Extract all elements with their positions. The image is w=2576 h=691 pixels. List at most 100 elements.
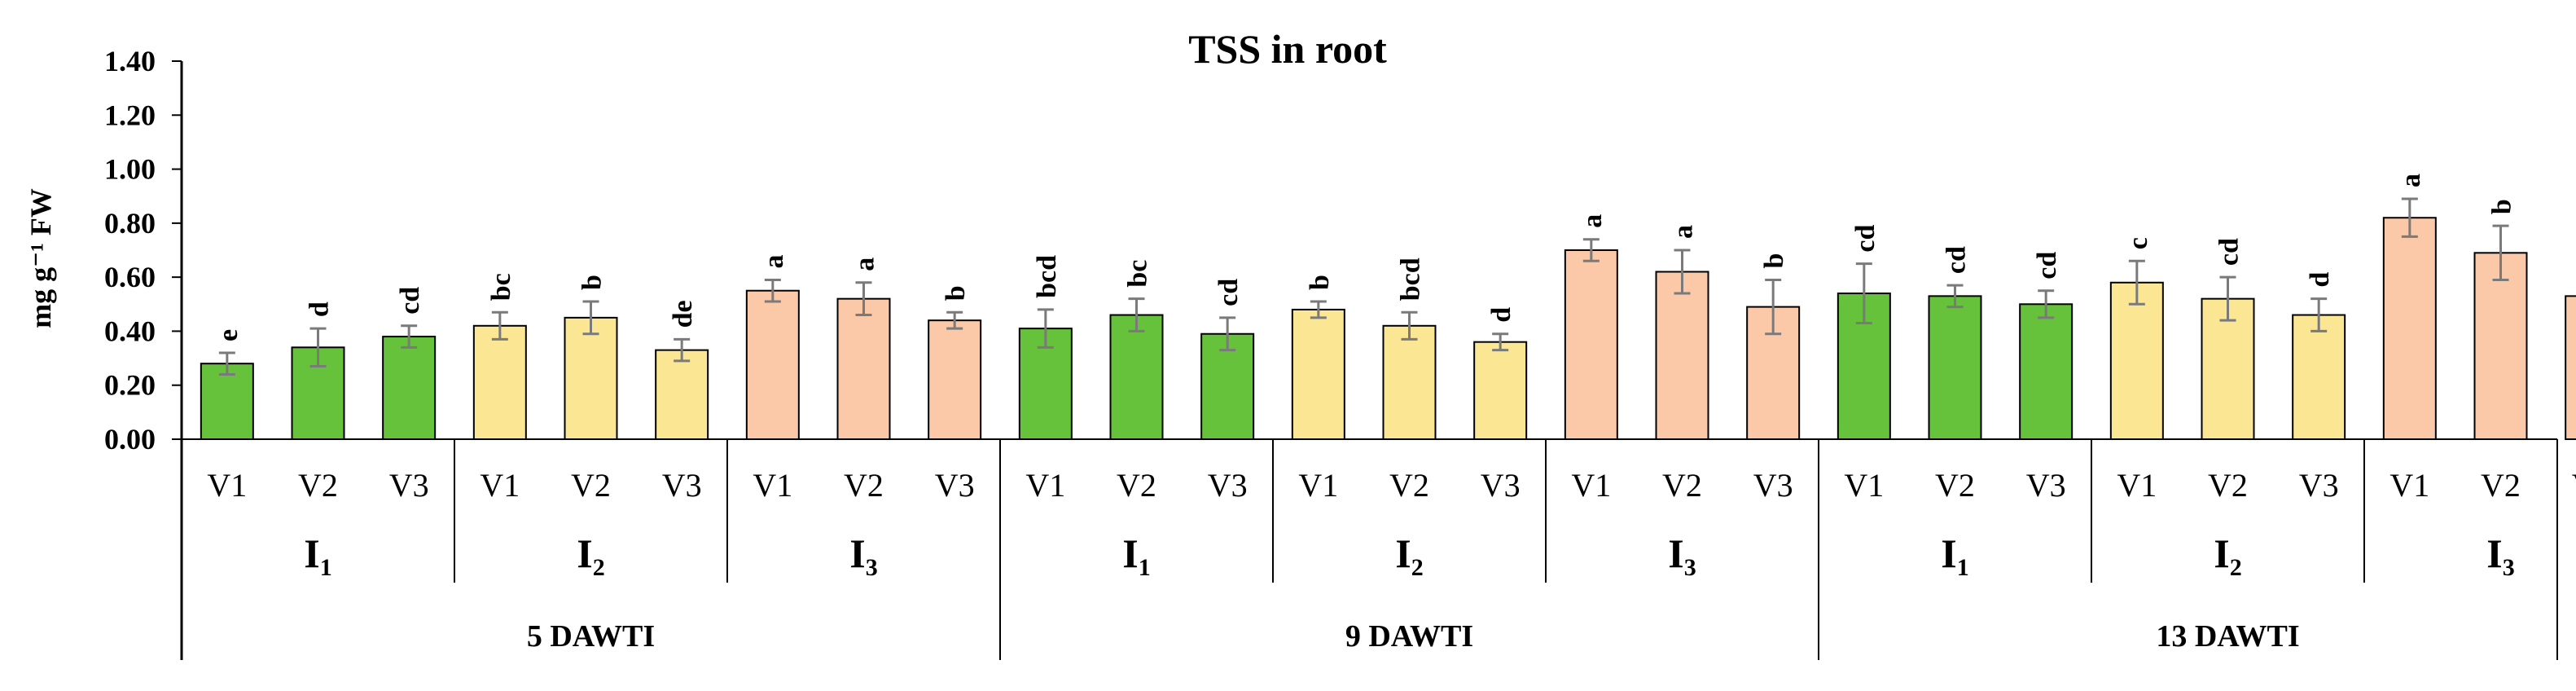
- irrigation-subscript: 3: [2503, 554, 2515, 581]
- irrigation-label: I3: [849, 530, 877, 581]
- irrigation-label: I2: [577, 530, 604, 581]
- significance-letter: d: [1486, 307, 1516, 323]
- significance-letter: b: [577, 275, 608, 290]
- variety-label: V2: [1389, 467, 1429, 504]
- bar: [745, 289, 800, 441]
- chart-title: TSS in root: [1188, 26, 1387, 72]
- significance-letter: de: [668, 300, 698, 328]
- significance-letter: cd: [395, 287, 425, 315]
- bar: [1746, 306, 1801, 440]
- variety-label: V3: [389, 467, 429, 504]
- irrigation-label: I1: [304, 530, 331, 581]
- significance-letter: b: [1759, 253, 1789, 269]
- bar: [2473, 252, 2528, 441]
- y-tick-label: 1.40: [104, 45, 156, 77]
- y-tick-label: 0.40: [104, 315, 156, 347]
- variety-label: V3: [935, 467, 975, 504]
- variety-label: V2: [1662, 467, 1702, 504]
- bar: [2382, 217, 2437, 440]
- bar: [2292, 314, 2346, 440]
- y-tick-label: 0.00: [104, 423, 156, 456]
- y-axis-label: mg g⁻¹ FW: [24, 188, 57, 328]
- significance-letter: a: [1578, 214, 1608, 228]
- irrigation-subscript: 1: [1957, 554, 1969, 581]
- bar: [2201, 297, 2255, 440]
- significance-letter: d: [305, 301, 335, 317]
- bar: [564, 316, 618, 440]
- bar: [1382, 324, 1437, 440]
- significance-letter: a: [1669, 225, 1699, 239]
- y-tick-label: 0.20: [104, 369, 156, 402]
- irrigation-label: I1: [1122, 530, 1150, 581]
- bar: [1291, 308, 1345, 440]
- variety-label: V2: [2481, 467, 2521, 504]
- bar: [2565, 295, 2576, 441]
- irrigation-subscript: 3: [1684, 554, 1696, 581]
- irrigation-subscript: 3: [866, 554, 878, 581]
- significance-letter: cd: [1850, 224, 1880, 252]
- irrigation-label: I2: [1395, 530, 1423, 581]
- significance-letter: bcd: [1396, 257, 1426, 301]
- bar: [1928, 295, 1982, 441]
- bar: [1109, 314, 1164, 440]
- y-tick-label: 1.20: [104, 99, 156, 131]
- variety-label: V1: [480, 467, 520, 504]
- variety-label: V2: [2208, 467, 2248, 504]
- variety-label: V3: [662, 467, 702, 504]
- significance-letter: a: [759, 254, 789, 268]
- significance-letter: e: [213, 329, 244, 341]
- variety-label: V1: [2117, 467, 2157, 504]
- significance-letter: bc: [1123, 260, 1153, 288]
- variety-label: V1: [207, 467, 247, 504]
- group-label: 9 DAWTI: [1345, 619, 1473, 654]
- bar: [836, 297, 891, 440]
- irrigation-subscript: 2: [593, 554, 605, 581]
- significance-letter: c: [2123, 237, 2153, 249]
- bar: [2109, 281, 2164, 440]
- significance-letter: cd: [1213, 279, 1244, 306]
- variety-label: V3: [2299, 467, 2339, 504]
- significance-letter: bc: [486, 273, 516, 301]
- irrigation-label: I3: [1668, 530, 1696, 581]
- bar: [928, 319, 982, 440]
- bar: [1655, 271, 1709, 440]
- variety-label: V3: [2026, 467, 2066, 504]
- irrigation-subscript: 2: [2230, 554, 2242, 581]
- y-tick-label: 0.80: [104, 207, 156, 240]
- significance-letter: b: [2487, 199, 2517, 214]
- bar: [200, 363, 254, 441]
- irrigation-label: I1: [1941, 530, 1968, 581]
- significance-letter: a: [2396, 174, 2426, 187]
- variety-label: V3: [1208, 467, 1248, 504]
- bar: [655, 349, 709, 440]
- variety-label: V1: [1844, 467, 1884, 504]
- bar: [382, 336, 437, 440]
- significance-letter: cd: [1942, 246, 1972, 274]
- significance-letter: d: [2305, 272, 2335, 288]
- bar: [2019, 303, 2074, 440]
- significance-letter: a: [850, 257, 880, 271]
- significance-letter: cd: [2032, 252, 2062, 279]
- variety-label: V2: [298, 467, 338, 504]
- y-tick-label: 0.60: [104, 261, 156, 293]
- significance-letter: b: [941, 285, 971, 301]
- variety-label: V1: [2389, 467, 2429, 504]
- group-label: 5 DAWTI: [527, 619, 655, 654]
- irrigation-subscript: 2: [1411, 554, 1424, 581]
- irrigation-subscript: 1: [320, 554, 332, 581]
- bar: [472, 324, 527, 440]
- bar: [1473, 341, 1528, 440]
- variety-label: V3: [1481, 467, 1521, 504]
- group-label: 13 DAWTI: [2156, 619, 2299, 654]
- bar: [1200, 332, 1255, 440]
- variety-label: V1: [1298, 467, 1338, 504]
- variety-label: V1: [1025, 467, 1065, 504]
- variety-label: V3: [2572, 467, 2576, 504]
- variety-label: V3: [1753, 467, 1793, 504]
- variety-label: V1: [753, 467, 792, 504]
- significance-letter: cd: [2214, 238, 2245, 266]
- variety-label: V2: [1935, 467, 1975, 504]
- irrigation-label: I3: [2486, 530, 2514, 581]
- variety-label: V2: [844, 467, 884, 504]
